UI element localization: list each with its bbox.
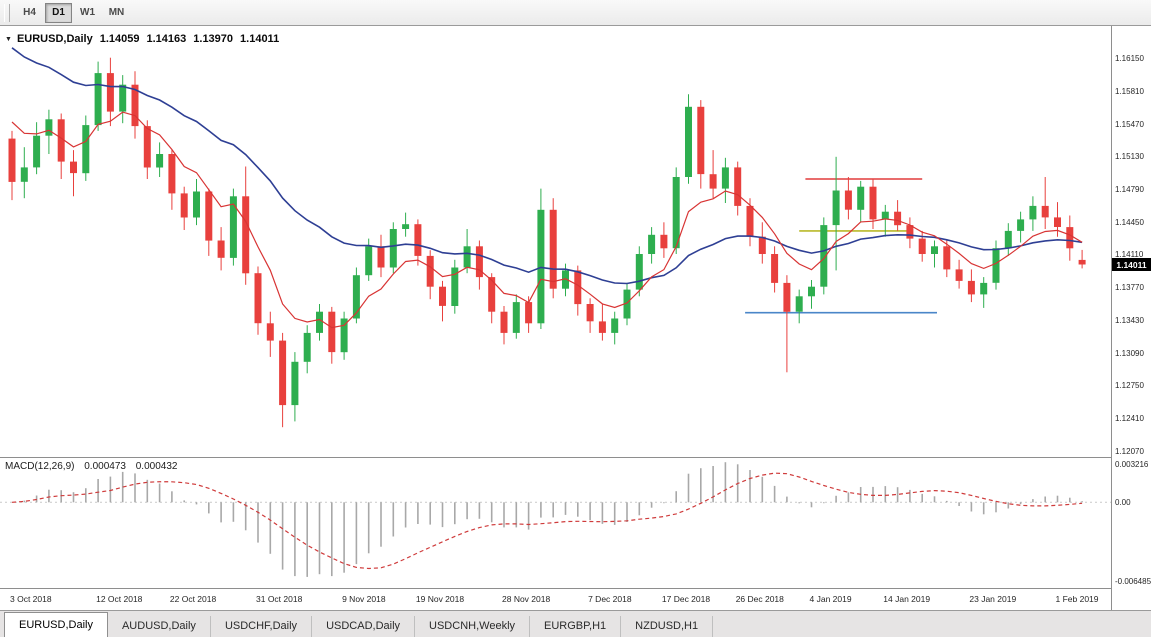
price-axis-tick: 1.15810	[1115, 86, 1144, 96]
time-axis-label: 28 Nov 2018	[502, 594, 551, 604]
candlestick-chart-svg[interactable]	[0, 26, 1111, 457]
price-axis-tick: 1.14110	[1115, 250, 1144, 260]
macd-indicator-pane[interactable]: MACD(12,26,9) 0.000473 0.000432	[0, 458, 1111, 588]
chart-title: ▼ EURUSD,Daily 1.14059 1.14163 1.13970 1…	[5, 33, 279, 45]
time-axis-label: 17 Dec 2018	[661, 594, 711, 604]
time-axis-divider	[0, 588, 1151, 589]
timeframe-w1-button[interactable]: W1	[74, 3, 101, 23]
time-axis-label: 3 Oct 2018	[10, 594, 52, 604]
tab-usdcad-daily[interactable]: USDCAD,Daily	[312, 616, 416, 637]
time-axis-label: 9 Nov 2018	[342, 594, 386, 604]
time-axis-label: 31 Oct 2018	[256, 594, 303, 604]
price-axis-tick: 1.16150	[1115, 54, 1144, 64]
time-axis-label: 1 Feb 2019	[1055, 594, 1099, 604]
tab-usdchf-daily[interactable]: USDCHF,Daily	[211, 616, 313, 637]
price-axis-tick: 1.12410	[1115, 414, 1144, 424]
ohlc-open-value: 1.14059	[99, 33, 140, 45]
tab-eurusd-daily[interactable]: EURUSD,Daily	[4, 612, 108, 637]
macd-legend: MACD(12,26,9) 0.000473 0.000432	[5, 461, 177, 472]
current-price-badge: 1.14011	[1112, 258, 1151, 272]
price-axis-tick: 1.15470	[1115, 119, 1144, 129]
macd-main-value: 0.000473	[84, 461, 126, 472]
timeframe-mn-button[interactable]: MN	[103, 3, 130, 23]
price-axis-tick: 1.15130	[1115, 152, 1144, 162]
macd-chart-svg[interactable]	[0, 458, 1111, 588]
macd-axis-tick: 0.003216	[1115, 460, 1149, 469]
macd-axis-tick: -0.006485	[1115, 577, 1151, 586]
ohlc-high-value: 1.14163	[146, 33, 187, 45]
chart-symbol-label: EURUSD,Daily	[16, 33, 93, 45]
timeframe-d1-button[interactable]: D1	[45, 2, 72, 23]
macd-axis-tick: 0.00	[1115, 498, 1131, 508]
time-axis-label: 22 Oct 2018	[169, 594, 217, 604]
macd-signal-value: 0.000432	[135, 461, 178, 472]
macd-name-label: MACD(12,26,9)	[5, 461, 75, 472]
timeframe-h4-button[interactable]: H4	[16, 3, 43, 23]
time-axis-label: 7 Dec 2018	[588, 594, 632, 604]
toolbar-grip[interactable]	[4, 3, 10, 22]
time-axis-label: 26 Dec 2018	[735, 594, 784, 604]
time-axis-label: 23 Jan 2019	[969, 594, 1017, 604]
time-axis-label: 4 Jan 2019	[809, 594, 852, 604]
chart-window: ▼ EURUSD,Daily 1.14059 1.14163 1.13970 1…	[0, 26, 1151, 610]
tab-eurgbp-h1[interactable]: EURGBP,H1	[530, 616, 622, 637]
symbol-marker-icon: ▼	[5, 35, 12, 43]
price-axis-tick: 1.13430	[1115, 315, 1144, 325]
timeframe-toolbar: H4 D1 W1 MN	[0, 0, 1151, 26]
ohlc-low-value: 1.13970	[193, 33, 234, 45]
pane-divider[interactable]	[0, 457, 1151, 458]
time-axis-label: 14 Jan 2019	[883, 594, 931, 604]
price-axis-tick: 1.13090	[1115, 348, 1144, 358]
price-axis-tick: 1.14790	[1115, 185, 1144, 195]
price-axis[interactable]: 1.16150 1.15810 1.15470 1.15130 1.14790 1.144…	[1111, 26, 1151, 610]
tab-usdcnh-weekly[interactable]: USDCNH,Weekly	[415, 616, 531, 637]
ohlc-close-value: 1.14011	[240, 33, 280, 45]
tab-nzdusd-h1[interactable]: NZDUSD,H1	[621, 616, 714, 637]
tab-audusd-daily[interactable]: AUDUSD,Daily	[108, 616, 211, 637]
price-axis-tick: 1.13770	[1115, 283, 1144, 293]
time-axis-label: 19 Nov 2018	[415, 594, 465, 604]
time-axis[interactable]: 3 Oct 2018 12 Oct 2018 22 Oct 2018 31 Oct 2…	[0, 589, 1111, 610]
time-axis-label: 12 Oct 2018	[96, 594, 143, 604]
price-axis-tick: 1.14450	[1115, 217, 1144, 227]
price-axis-tick: 1.12070	[1115, 446, 1144, 456]
price-axis-tick: 1.12750	[1115, 381, 1144, 391]
main-price-pane[interactable]: ▼ EURUSD,Daily 1.14059 1.14163 1.13970 1…	[0, 26, 1111, 457]
symbol-tab-bar: EURUSD,Daily AUDUSD,Daily USDCHF,Daily U…	[0, 610, 1151, 637]
